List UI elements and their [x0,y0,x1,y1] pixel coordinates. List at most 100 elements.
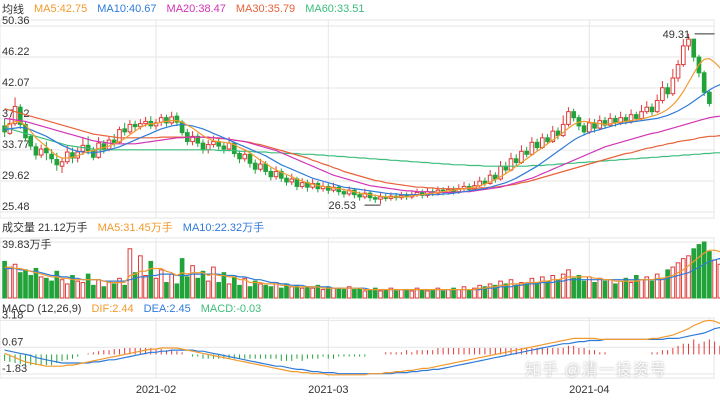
candle-body [231,142,237,155]
volume-bar [64,283,70,299]
candle-body [28,135,34,147]
volume-bar [28,275,34,299]
candle-body [493,174,498,180]
ma5-line [4,57,720,198]
volume-bar [592,282,597,299]
candle-body [534,141,540,149]
volume-bar [127,248,133,299]
candle-body [299,182,305,187]
candle-body [566,111,571,125]
candle-body [49,153,54,160]
volume-bar [607,279,613,299]
volume-bar [440,290,446,299]
volume-bar [519,282,524,299]
candle-body [54,159,60,166]
candle-body [169,116,174,124]
candle-body [707,91,712,104]
volume-bar [362,290,368,299]
volume-bar [352,289,357,299]
legend-vol-ma10: MA10:22.32万手 [182,222,265,234]
volume-bar [33,267,39,299]
volume-legend-title: 成交量 21.12万手 [2,222,88,234]
volume-bar [686,255,691,299]
volume-bar [550,275,556,299]
volume-bar [85,273,91,299]
volume-bar [419,289,425,299]
panel-frame-2 [0,317,715,379]
volume-bar [487,283,493,299]
volume-bar [12,263,18,299]
candle-body [503,165,509,171]
candle-body [122,128,128,133]
candle-body [143,120,148,125]
candle-body [247,153,253,164]
candle-body [268,170,274,178]
price-tick-label: 46.22 [2,46,30,58]
volume-bar [252,280,258,299]
volume-bar [707,251,712,299]
candle-body [242,153,248,160]
volume-bar [101,286,107,299]
volume-bar [258,283,263,299]
candle-body [211,141,216,146]
date-label: 2021-02 [136,384,176,396]
volume-bar [23,269,28,299]
macd-tick-label: 0.67 [2,336,23,348]
volume-bar [169,273,174,299]
volume-bar [278,287,284,299]
volume-bar [451,287,456,299]
volume-bar [404,289,409,299]
candle-body [649,106,655,113]
volume-bar [602,280,608,299]
volume-bar [320,289,326,299]
volume-bar [618,280,623,299]
candle-body [680,45,686,66]
price-legend-title: 均线 [2,4,24,16]
candle-body [23,123,28,139]
volume-bar [310,287,315,299]
volume-bar [571,277,576,299]
legend-dif: DIF:2.44 [91,303,134,315]
volume-bar [242,277,248,299]
volume-bar [712,259,717,299]
volume-bar [237,284,242,299]
volume-bar [466,289,472,299]
volume-bar [696,244,702,299]
candle-body [675,64,681,79]
candle-body [571,111,576,119]
volume-bar [482,286,488,299]
volume-bar [70,275,75,299]
volume-bar [289,286,295,299]
legend-ma5: MA5:42.75 [34,3,88,15]
volume-bar [660,277,665,299]
volume-bar [216,282,221,299]
candle-body [164,117,169,124]
candle-body [117,129,122,143]
volume-bar [691,248,697,299]
volume-bar [456,289,462,299]
volume-bar [91,284,96,299]
volume-bar [399,289,404,299]
legend-ma60: MA60:33.51 [305,3,365,15]
volume-bar [680,258,686,299]
candle-body [237,153,242,160]
volume-bar [378,290,383,299]
ma10-line [4,84,720,196]
volume-bar [111,283,117,299]
volume-legend: 成交量 21.12万手 MA5:31.45万手 MA10:22.32万手 [2,219,264,235]
volume-bar [226,283,232,299]
candle-body [179,121,185,134]
volume-bar [545,280,550,299]
volume-bar [430,289,436,299]
candle-body [101,143,107,150]
volume-bar [17,272,23,299]
candle-body [127,123,133,133]
volume-bar [153,277,159,299]
volume-bar [106,280,112,299]
volume-bar [143,275,148,299]
volume-bar [670,266,676,299]
candle-body [138,123,143,128]
volume-bar [654,273,660,299]
volume-bar [701,241,707,299]
candle-body [200,142,206,151]
